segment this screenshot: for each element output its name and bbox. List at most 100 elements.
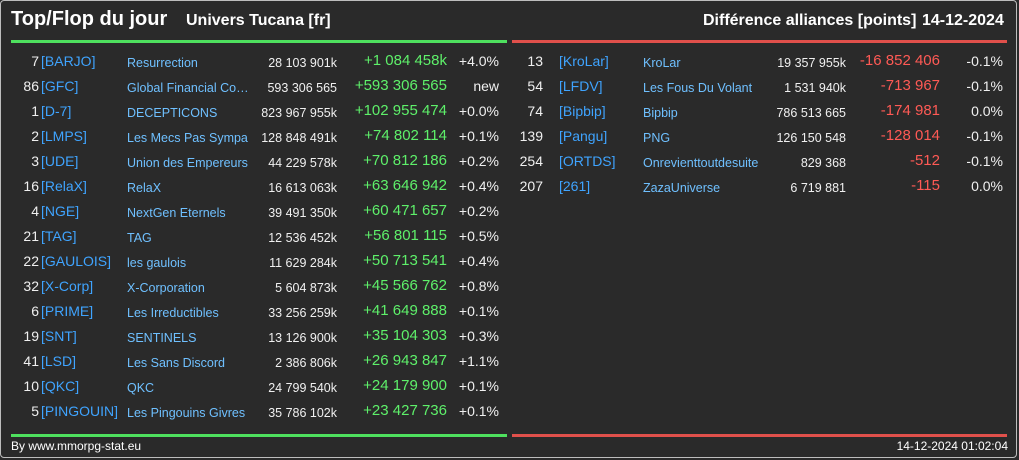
- alliance-name-link[interactable]: Les Pingouins Givres: [127, 406, 246, 420]
- alliance-tag-link[interactable]: [QKC]: [41, 378, 80, 394]
- alliance-tag-link[interactable]: [PRIME]: [41, 303, 94, 319]
- alliance-name-link[interactable]: QKC: [127, 381, 155, 395]
- points-difference: -115: [911, 177, 940, 194]
- alliance-name-link[interactable]: PNG: [643, 131, 671, 145]
- points-difference: -16 852 406: [859, 52, 940, 69]
- alliance-tag-link[interactable]: [BARJO]: [41, 53, 96, 69]
- alliance-rank: 86: [23, 78, 39, 94]
- alliance-name-link[interactable]: Les Sans Discord: [127, 356, 225, 370]
- table-row: 13 [KroLar] KroLar 19 357 955k -16 852 406 -0…: [512, 50, 1007, 75]
- alliance-tag-link[interactable]: [TAG]: [41, 228, 77, 244]
- alliance-name-link[interactable]: TAG: [127, 231, 152, 245]
- table-row: 54 [LFDV] Les Fous Du Volant 1 531 940k -713…: [512, 75, 1007, 100]
- percent-change: 0.0%: [971, 103, 1003, 119]
- alliance-tag-link[interactable]: [PINGOUIN]: [41, 403, 119, 419]
- alliance-tag-link[interactable]: [LFDV]: [559, 78, 603, 94]
- alliance-rank: 32: [23, 278, 39, 294]
- alliance-tag-link[interactable]: [RelaX]: [41, 178, 87, 194]
- alliance-points: 2 386 806k: [275, 356, 337, 370]
- percent-change: +0.1%: [458, 403, 499, 419]
- alliance-tag-link[interactable]: [ORTDS]: [559, 153, 616, 169]
- points-difference: +45 566 762: [363, 277, 447, 294]
- alliance-tag-link[interactable]: [GAULOIS]: [41, 253, 112, 269]
- percent-change: 0.0%: [971, 178, 1003, 194]
- alliance-name-link[interactable]: Bipbip: [643, 106, 678, 120]
- points-difference: -128 014: [880, 127, 940, 144]
- footer-timestamp: 14-12-2024 01:02:04: [896, 439, 1008, 453]
- alliance-points: 39 491 350k: [268, 206, 337, 220]
- alliance-rank: 21: [23, 228, 39, 244]
- alliance-rank: 22: [23, 253, 39, 269]
- alliance-points: 1 531 940k: [784, 81, 846, 95]
- alliance-rank: 139: [519, 128, 543, 144]
- percent-change: +0.5%: [458, 228, 499, 244]
- alliance-tag-link[interactable]: [KroLar]: [559, 53, 609, 69]
- alliance-tag-link[interactable]: [Pangu]: [559, 128, 608, 144]
- points-difference: -512: [909, 152, 940, 169]
- alliance-points: 33 256 259k: [268, 306, 337, 320]
- alliance-points: 28 103 901k: [268, 56, 337, 70]
- percent-change: +0.4%: [458, 178, 499, 194]
- universe-label: Univers Tucana [fr]: [186, 12, 331, 29]
- alliance-tag-link[interactable]: [GFC]: [41, 78, 79, 94]
- alliance-name-link[interactable]: Onrevienttoutdesuite: [643, 156, 759, 170]
- table-row: 19 [SNT] SENTINELS 13 126 900k +35 104 303 +0…: [11, 325, 507, 350]
- alliance-points: 13 126 900k: [268, 331, 337, 345]
- alliance-points: 19 357 955k: [777, 56, 846, 70]
- alliance-points: 593 306 565: [267, 81, 337, 95]
- alliance-name-link[interactable]: Les Irreductibles: [127, 306, 219, 320]
- alliance-rank: 7: [31, 53, 39, 69]
- alliance-name-link[interactable]: RelaX: [127, 181, 162, 195]
- percent-change: -0.1%: [966, 153, 1003, 169]
- points-difference: +41 649 888: [363, 302, 447, 319]
- alliance-tag-link[interactable]: [NGE]: [41, 203, 80, 219]
- alliance-name-link[interactable]: les gaulois: [127, 256, 187, 270]
- alliance-tag-link[interactable]: [Bipbip]: [559, 103, 606, 119]
- alliance-points: 128 848 491k: [261, 131, 337, 145]
- alliance-name-link[interactable]: Global Financial Coa…: [127, 81, 252, 95]
- alliance-name-link[interactable]: Les Fous Du Volant: [643, 81, 753, 95]
- percent-change: +0.2%: [458, 203, 499, 219]
- ranking-subtitle: Différence alliances [points]: [703, 12, 917, 29]
- alliance-name-link[interactable]: Les Mecs Pas Sympa: [127, 131, 248, 145]
- alliance-rank: 5: [31, 403, 39, 419]
- alliance-points: 5 604 873k: [275, 281, 337, 295]
- alliance-points: 11 629 284k: [269, 256, 337, 270]
- alliance-tag-link[interactable]: [D-7]: [41, 103, 72, 119]
- percent-change: +0.1%: [458, 128, 499, 144]
- points-difference: +593 306 565: [354, 77, 447, 94]
- alliance-tag-link[interactable]: [261]: [559, 178, 591, 194]
- alliance-name-link[interactable]: ZazaUniverse: [643, 181, 721, 195]
- alliance-name-link[interactable]: DECEPTICONS: [127, 106, 218, 120]
- table-row: 32 [X-Corp] X-Corporation 5 604 873k +45 566…: [11, 275, 507, 300]
- table-row: 74 [Bipbip] Bipbip 786 513 665 -174 981 0.0%: [512, 100, 1007, 125]
- alliance-points: 126 150 548: [776, 131, 846, 145]
- alliance-name-link[interactable]: Union des Empereurs: [127, 156, 248, 170]
- alliance-tag-link[interactable]: [LSD]: [41, 353, 77, 369]
- alliance-points: 829 368: [800, 156, 846, 170]
- table-row: 10 [QKC] QKC 24 799 540k +24 179 900 +0.1%: [11, 375, 507, 400]
- alliance-tag-link[interactable]: [LMPS]: [41, 128, 87, 144]
- percent-change: +0.8%: [458, 278, 499, 294]
- alliance-name-link[interactable]: SENTINELS: [127, 331, 197, 345]
- alliance-tag-link[interactable]: [X-Corp]: [41, 278, 94, 294]
- percent-change: +1.1%: [458, 353, 499, 369]
- alliance-rank: 3: [31, 153, 39, 169]
- table-row: 21 [TAG] TAG 12 536 452k +56 801 115 +0.5%: [11, 225, 507, 250]
- table-row: 41 [LSD] Les Sans Discord 2 386 806k +26 943…: [11, 350, 507, 375]
- points-difference: -713 967: [880, 77, 940, 94]
- alliance-name-link[interactable]: X-Corporation: [127, 281, 205, 295]
- alliance-tag-link[interactable]: [UDE]: [41, 153, 79, 169]
- points-difference: +26 943 847: [363, 352, 447, 369]
- header-date: 14-12-2024: [922, 12, 1004, 29]
- points-difference: -174 981: [880, 102, 940, 119]
- alliance-name-link[interactable]: Resurrection: [127, 56, 198, 70]
- alliance-points: 12 536 452k: [268, 231, 337, 245]
- alliance-points: 35 786 102k: [268, 406, 337, 420]
- alliance-name-link[interactable]: NextGen Eternels: [127, 206, 226, 220]
- percent-change: +0.4%: [458, 253, 499, 269]
- percent-change: +0.3%: [458, 328, 499, 344]
- alliance-tag-link[interactable]: [SNT]: [41, 328, 77, 344]
- points-difference: +35 104 303: [363, 327, 447, 344]
- alliance-name-link[interactable]: KroLar: [643, 56, 681, 70]
